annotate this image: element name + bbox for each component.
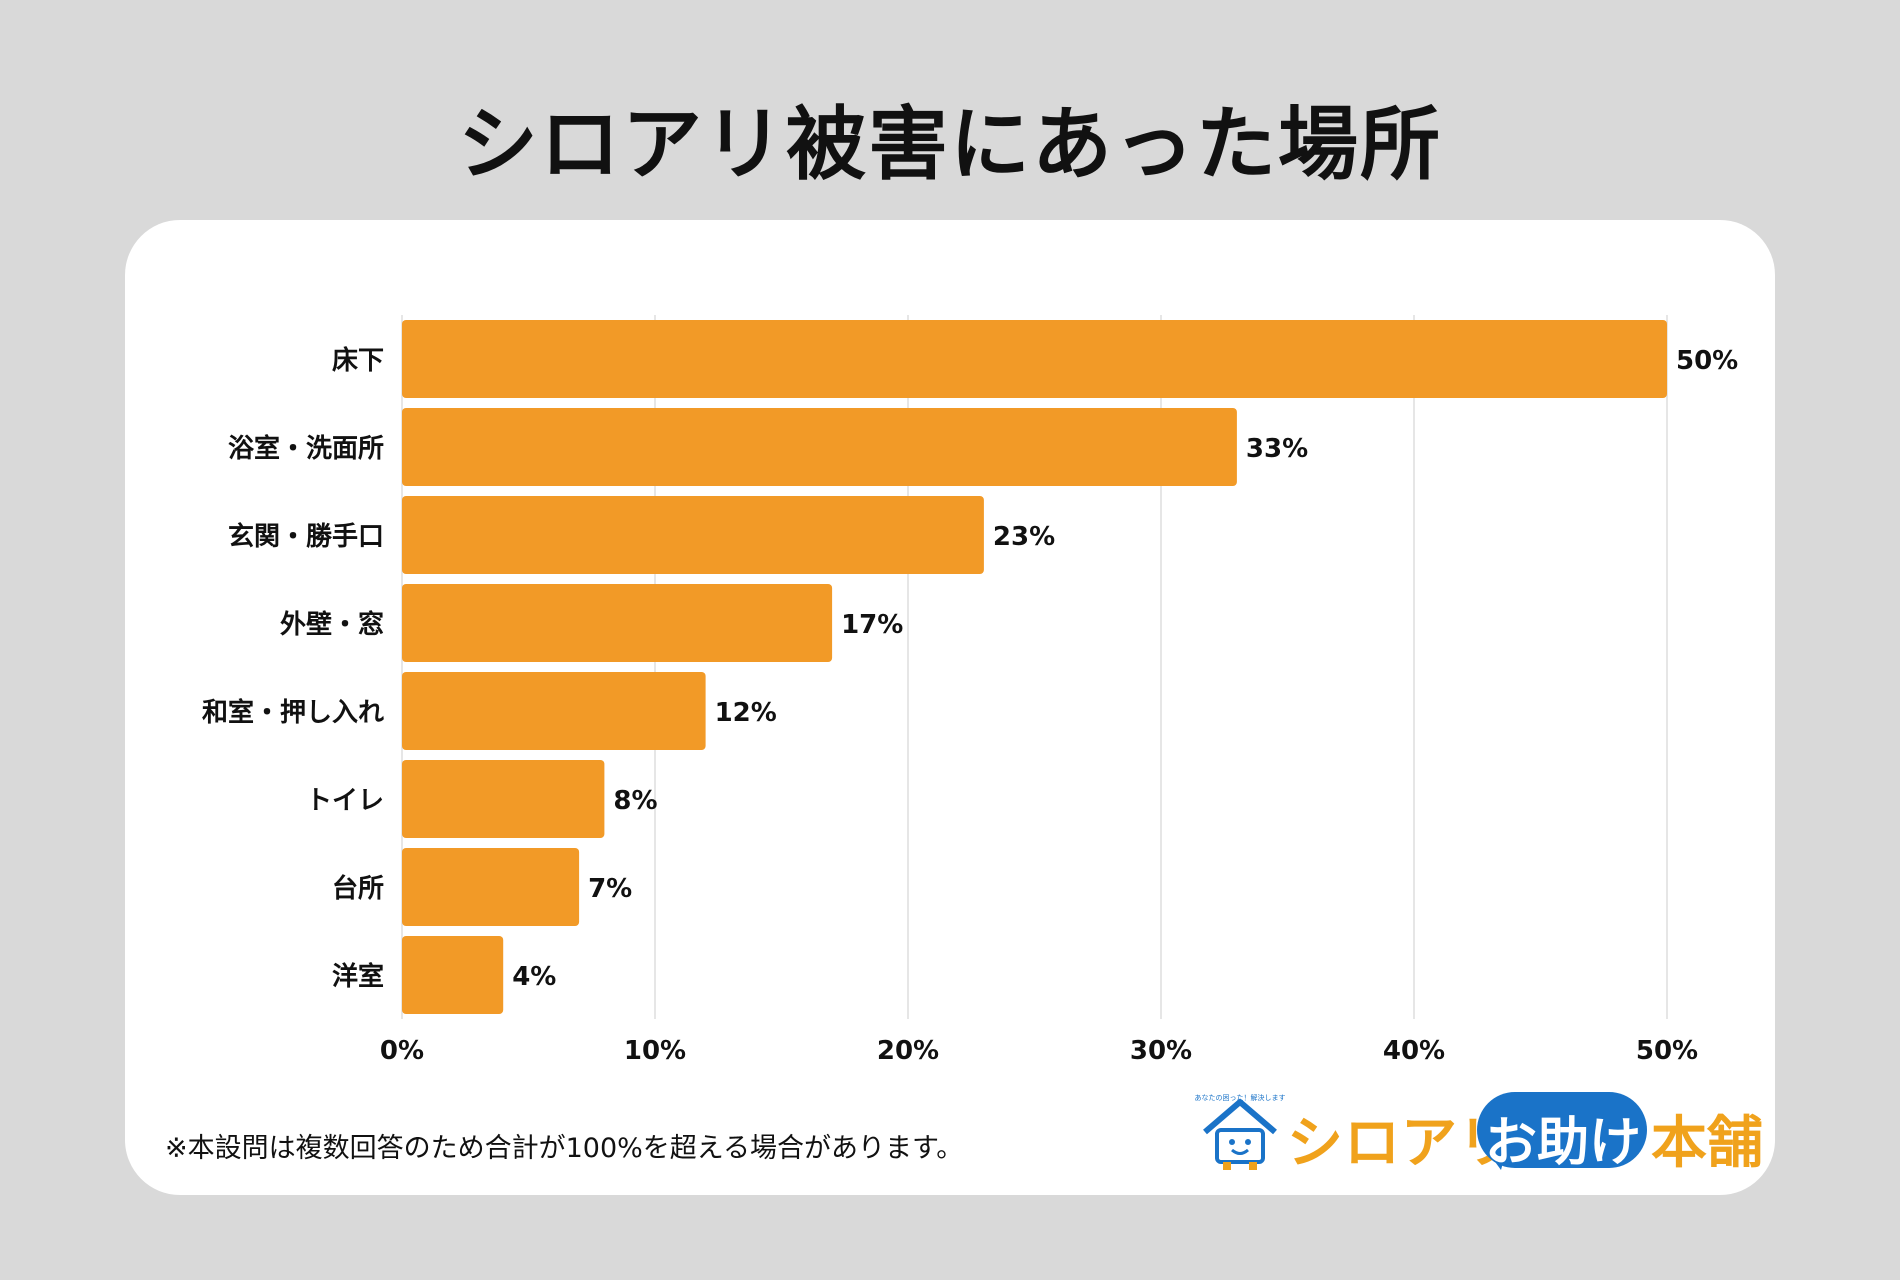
category-label: 和室・押し入れ [202, 697, 384, 728]
value-label: 7% [588, 874, 632, 904]
value-label: 33% [1246, 434, 1308, 464]
bar [402, 320, 1667, 398]
x-tick-label: 20% [877, 1036, 939, 1066]
value-label: 4% [512, 962, 556, 992]
x-tick-label: 0% [380, 1036, 424, 1066]
bar [402, 496, 984, 574]
logo-brand-part2: お助け [1485, 1113, 1642, 1173]
category-label: トイレ [306, 786, 384, 816]
logo-brand-part3: 本舗 [1651, 1111, 1763, 1176]
value-label: 8% [613, 786, 657, 816]
category-label: 外壁・窓 [280, 609, 384, 640]
logo-speech-bubble-tail [1485, 1148, 1507, 1170]
bar [402, 848, 580, 926]
logo-tagline: あなたの困った！解決します [1195, 1093, 1285, 1102]
bar-chart: 0% 10% 20% 30% 40% 50% 床下 50% 浴室・洗面所 33% 玄関・勝手口 23%… [202, 315, 1738, 1066]
house-mascot-icon: あなたの困った！解決します [1195, 1093, 1285, 1170]
value-label: 12% [715, 698, 777, 728]
chart-card: 0% 10% 20% 30% 40% 50% 床下 50% 浴室・洗面所 33% 玄関・勝手口 23%… [125, 220, 1775, 1195]
bar [402, 584, 833, 662]
bar [402, 760, 605, 838]
x-tick-label: 50% [1636, 1036, 1698, 1066]
x-tick-label: 40% [1383, 1036, 1445, 1066]
value-label: 23% [993, 522, 1055, 552]
category-label: 玄関・勝手口 [228, 521, 384, 552]
footnote: ※本設問は複数回答のため合計が100%を超える場合があります。 [165, 1133, 964, 1164]
value-label: 17% [841, 610, 903, 640]
bar [402, 408, 1237, 486]
page-title: シロアリ被害にあった場所 [458, 98, 1442, 191]
value-label: 50% [1676, 346, 1738, 376]
bar [402, 936, 504, 1014]
category-label: 洋室 [332, 961, 384, 992]
x-tick-label: 10% [624, 1036, 686, 1066]
category-label: 浴室・洗面所 [228, 433, 384, 464]
bar [402, 672, 706, 750]
logo-brand-part1: シロアリ [1287, 1111, 1515, 1176]
category-label: 台所 [332, 873, 384, 904]
x-tick-label: 30% [1130, 1036, 1192, 1066]
category-label: 床下 [332, 345, 384, 376]
brand-logo: あなたの困った！解決します シロアリ お助け 本舗 [1195, 1092, 1763, 1176]
